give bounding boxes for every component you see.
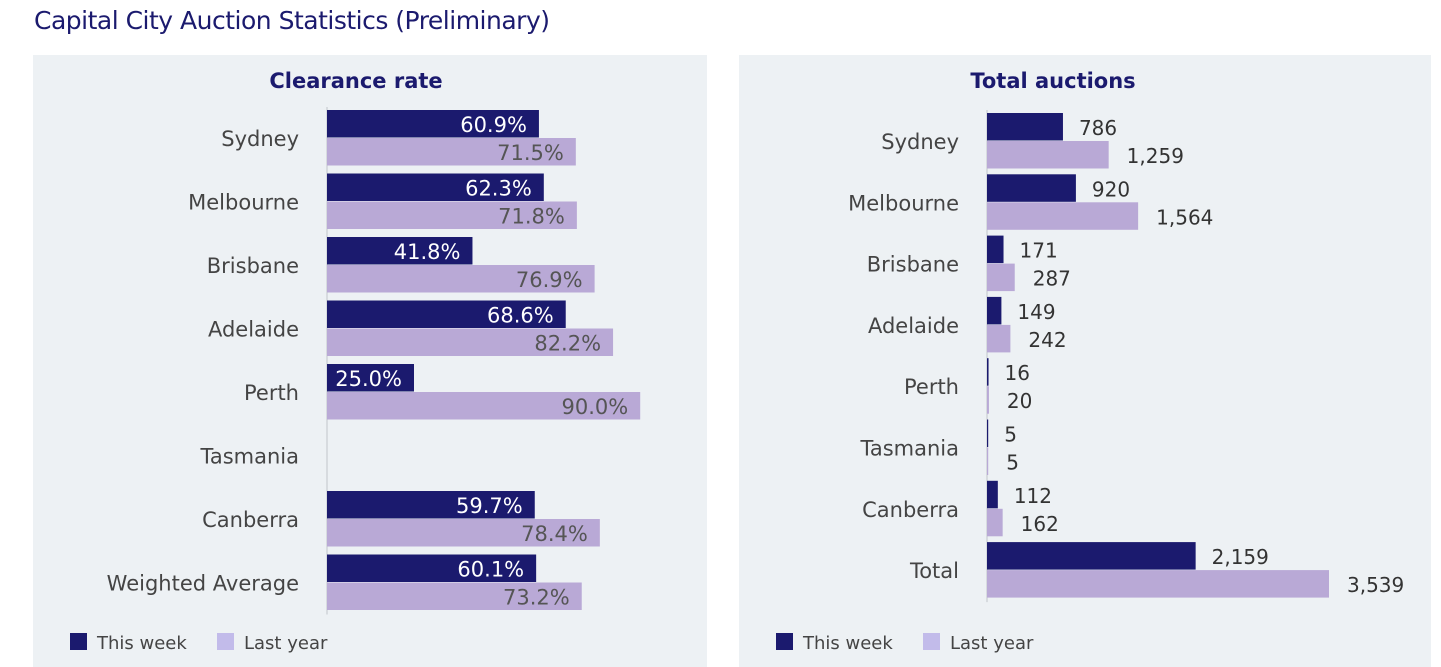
data-label: 1,259	[1127, 144, 1184, 168]
category-label: Perth	[244, 381, 299, 405]
legend-label: Last year	[244, 633, 328, 654]
data-label: 287	[1033, 267, 1071, 291]
this-week-bar	[327, 237, 473, 265]
data-label: 20	[1007, 389, 1032, 413]
last-year-bar	[987, 508, 1003, 537]
last-year-bar	[987, 447, 989, 475]
category-label: Sydney	[221, 127, 299, 151]
category-label: Canberra	[862, 498, 959, 522]
legend-label: This week	[96, 633, 187, 654]
chart-title: Clearance rate	[269, 69, 442, 93]
data-label: 242	[1028, 328, 1066, 352]
this-week-bar	[987, 542, 1196, 570]
last-year-bar	[987, 263, 1015, 292]
this-week-bar	[987, 235, 1004, 264]
legend-swatch	[923, 633, 940, 650]
this-week-bar	[327, 300, 566, 328]
data-label: 90.0%	[561, 395, 628, 419]
category-label: Melbourne	[188, 191, 299, 215]
data-label: 5	[1004, 423, 1017, 447]
last-year-bar	[987, 141, 1109, 169]
category-label: Melbourne	[848, 191, 959, 215]
page-title: Capital City Auction Statistics (Prelimi…	[34, 6, 550, 35]
last-year-bar	[327, 328, 614, 356]
data-label: 3,539	[1347, 573, 1404, 597]
this-week-bar	[327, 491, 535, 519]
data-label: 16	[1005, 361, 1030, 385]
chart-svg: Clearance rate Sydney 60.9% 71.5% Melbourne 6…	[70, 69, 641, 654]
last-year-bar	[987, 570, 1329, 598]
data-label: 171	[1020, 239, 1058, 263]
category-label: Canberra	[202, 508, 299, 532]
last-year-bar	[327, 519, 600, 547]
data-label: 786	[1079, 116, 1117, 140]
category-label: Adelaide	[868, 314, 959, 338]
category-label: Perth	[904, 375, 959, 399]
this-week-bar	[987, 480, 998, 509]
this-week-bar	[327, 110, 539, 138]
this-week-bar	[987, 419, 989, 447]
legend-swatch	[776, 633, 793, 650]
data-label: 71.5%	[497, 141, 564, 165]
data-label: 76.9%	[516, 268, 583, 292]
category-label: Adelaide	[208, 318, 299, 342]
last-year-bar	[327, 265, 595, 293]
clearance-rate-panel: Clearance rate Sydney 60.9% 71.5% Melbourne 6…	[33, 55, 707, 667]
last-year-bar	[327, 201, 577, 229]
category-label: Tasmania	[200, 445, 300, 469]
data-label: 1,564	[1156, 205, 1213, 229]
data-label: 112	[1014, 484, 1052, 508]
last-year-bar	[327, 138, 576, 166]
legend-swatch	[217, 633, 234, 650]
category-label: Tasmania	[860, 437, 960, 461]
data-label: 60.9%	[460, 113, 527, 137]
last-year-bar	[327, 392, 641, 420]
last-year-bar	[987, 202, 1139, 230]
data-label: 162	[1021, 512, 1059, 536]
category-label: Weighted Average	[107, 572, 299, 596]
last-year-bar	[987, 324, 1011, 353]
category-label: Sydney	[881, 130, 959, 154]
data-label: 62.3%	[465, 177, 532, 201]
data-label: 41.8%	[394, 240, 461, 264]
data-label: 78.4%	[521, 522, 588, 546]
data-label: 2,159	[1212, 545, 1269, 569]
this-week-bar	[987, 174, 1076, 202]
this-week-bar	[327, 173, 544, 201]
this-week-bar	[327, 554, 537, 582]
this-week-bar	[327, 364, 414, 392]
this-week-bar	[987, 296, 1002, 325]
data-label: 82.2%	[534, 332, 601, 356]
legend-swatch	[70, 633, 87, 650]
last-year-bar	[327, 582, 582, 610]
data-label: 149	[1017, 300, 1055, 324]
this-week-bar	[987, 358, 989, 386]
category-label: Total	[909, 559, 959, 583]
data-label: 73.2%	[503, 586, 570, 610]
data-label: 5	[1006, 451, 1019, 475]
data-label: 25.0%	[335, 367, 402, 391]
data-label: 71.8%	[498, 205, 565, 229]
category-label: Brisbane	[207, 254, 299, 278]
chart-title: Total auctions	[970, 69, 1135, 93]
total-auctions-panel: Total auctions Sydney 786 1,259 Melbourne 920…	[739, 55, 1431, 667]
category-label: Brisbane	[867, 253, 959, 277]
data-label: 60.1%	[457, 558, 524, 582]
data-label: 920	[1092, 177, 1130, 201]
data-label: 68.6%	[487, 304, 554, 328]
last-year-bar	[987, 386, 989, 414]
legend-label: This week	[802, 633, 893, 654]
this-week-bar	[987, 113, 1063, 141]
data-label: 59.7%	[456, 494, 523, 518]
chart-svg: Total auctions Sydney 786 1,259 Melbourne 920…	[776, 69, 1404, 654]
legend-label: Last year	[950, 633, 1034, 654]
